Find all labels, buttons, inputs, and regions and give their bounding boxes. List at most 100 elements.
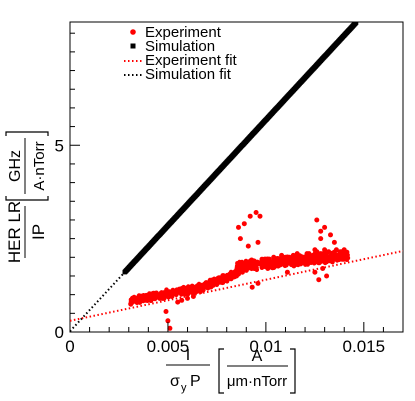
- experiment-point: [243, 267, 249, 273]
- y-label-unit-denominator: A·nTorr: [31, 141, 48, 190]
- experiment-point: [319, 258, 324, 263]
- experiment-point: [232, 269, 237, 275]
- experiment-point: [251, 266, 257, 271]
- experiment-point: [241, 221, 247, 227]
- experiment-point: [314, 217, 320, 223]
- plot-frame: [69, 21, 404, 333]
- experiment-point: [255, 280, 261, 286]
- experiment-point: [310, 258, 316, 264]
- experiment-point: [312, 247, 318, 253]
- experiment-point: [341, 247, 347, 253]
- experiment-point: [263, 264, 269, 270]
- experiment-point: [283, 254, 288, 260]
- experiment-point: [304, 251, 310, 257]
- experiment-point: [136, 297, 142, 303]
- experiment-point: [165, 292, 171, 298]
- experiment-point: [220, 279, 226, 285]
- experiment-point: [271, 262, 277, 268]
- data-layer: [70, 22, 403, 332]
- experiment-point: [247, 260, 253, 266]
- experiment-point: [318, 228, 324, 234]
- experiment-point: [249, 284, 255, 290]
- experiment-point: [310, 252, 316, 258]
- experiment-point: [324, 273, 330, 279]
- y-label-unit-numerator: GHz: [7, 150, 24, 182]
- experiment-point: [259, 256, 265, 262]
- experiment-point: [251, 258, 257, 264]
- experiment-point: [255, 239, 261, 245]
- experiment-point: [288, 260, 294, 266]
- experiment-point: [161, 295, 167, 301]
- x-label-unit-denominator: μm·nTorr: [227, 373, 287, 390]
- experiment-point: [316, 277, 322, 283]
- experiment-point: [239, 264, 245, 270]
- y-label-right-bracket: [5, 131, 49, 136]
- experiment-point: [322, 247, 328, 253]
- y-label-left-bracket: [5, 196, 49, 201]
- legend-label-experiment-fit: Experiment fit: [145, 52, 238, 69]
- legend: Experiment Simulation Experiment fit Sim…: [124, 24, 238, 83]
- simulation-point: [353, 22, 359, 25]
- experiment-point: [185, 295, 190, 301]
- x-tick-label: 0: [65, 337, 74, 356]
- y-tick-label: 0: [55, 323, 64, 342]
- x-label-denominator-tail: P: [190, 373, 201, 390]
- experiment-point: [216, 277, 222, 283]
- y-axis-label: HER LR IP GHz A·nTorr: [5, 131, 49, 263]
- experiment-point: [330, 251, 335, 257]
- x-tick-label: 0.015: [343, 337, 386, 356]
- experiment-point: [236, 224, 241, 230]
- x-label-left-bracket: [218, 348, 224, 394]
- experiment-point: [228, 273, 234, 279]
- x-tick-label: 0.005: [147, 337, 190, 356]
- experiment-point: [342, 251, 348, 256]
- experiment-point: [263, 256, 269, 262]
- experiment-point: [300, 254, 306, 260]
- experiment-point: [192, 284, 198, 290]
- experiment-point: [190, 294, 196, 299]
- experiment-point: [337, 249, 343, 255]
- experiment-point: [183, 290, 189, 296]
- experiment-point: [267, 258, 273, 264]
- experiment-point: [275, 258, 281, 264]
- experiment-point: [222, 275, 228, 281]
- legend-marker-experiment: [130, 29, 136, 35]
- experiment-point: [331, 239, 337, 245]
- x-tick-label: 0.01: [249, 337, 282, 356]
- experiment-point: [322, 251, 328, 257]
- x-label-denominator: σ: [170, 373, 180, 390]
- experiment-point: [177, 288, 183, 294]
- y-label-denominator: IP: [29, 224, 48, 240]
- experiment-point: [253, 210, 259, 215]
- experiment-point: [284, 269, 290, 275]
- experiment-point: [318, 236, 324, 242]
- experiment-point: [328, 232, 333, 238]
- experiment-point: [343, 255, 349, 261]
- experiment-point: [179, 297, 185, 303]
- experiment-point: [257, 213, 263, 219]
- legend-label-simulation-fit: Simulation fit: [145, 66, 232, 83]
- experiment-point: [185, 286, 190, 292]
- experiment-point: [198, 286, 204, 292]
- experiment-point: [159, 292, 165, 298]
- experiment-point: [163, 309, 169, 314]
- experiment-point: [181, 284, 186, 290]
- x-label-unit-numerator: A: [252, 348, 263, 365]
- legend-label-experiment: Experiment: [145, 24, 222, 41]
- experiment-point: [318, 251, 324, 257]
- experiment-point: [245, 243, 251, 249]
- experiment-point: [328, 258, 333, 264]
- experiment-point: [208, 279, 214, 285]
- experiment-point: [334, 257, 339, 262]
- experiment-point: [333, 247, 339, 253]
- legend-marker-simulation: [130, 43, 136, 49]
- experiment-point: [175, 299, 181, 305]
- x-label-denominator-sub: y: [181, 382, 187, 394]
- experiment-point: [243, 260, 249, 266]
- experiment-point: [169, 294, 175, 299]
- y-label-numerator: HER LR: [5, 201, 24, 263]
- experiment-point: [167, 325, 173, 331]
- axis-ticks: 0 0.005 0.01 0.015 0 5: [55, 32, 404, 356]
- experiment-point: [234, 273, 239, 279]
- experiment-point: [188, 287, 194, 293]
